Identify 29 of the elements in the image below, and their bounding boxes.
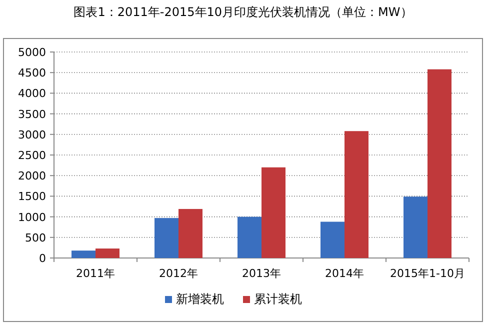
legend-label: 新增装机: [176, 292, 224, 306]
bar: [428, 69, 452, 258]
y-tick-label: 500: [25, 231, 46, 244]
y-tick-label: 5000: [18, 46, 46, 59]
x-tick-label: 2014年: [325, 267, 364, 280]
bar: [404, 196, 428, 258]
y-tick-label: 4000: [18, 87, 46, 100]
x-tick-label: 2012年: [159, 267, 198, 280]
y-tick-label: 1000: [18, 210, 46, 224]
x-tick-label: 2015年1-10月: [390, 267, 465, 280]
bar: [320, 222, 344, 258]
y-tick-label: 2500: [18, 149, 46, 162]
bar: [178, 208, 202, 258]
y-tick-label: 2000: [18, 170, 46, 183]
y-tick-label: 4500: [18, 66, 46, 80]
bar: [72, 250, 96, 258]
y-tick-label: 3500: [18, 108, 46, 121]
y-tick-label: 1500: [18, 190, 46, 204]
bar: [96, 248, 120, 258]
legend-label: 累计装机: [254, 292, 302, 306]
bar: [154, 218, 178, 258]
x-tick-label: 2011年: [76, 267, 115, 280]
y-tick-label: 0: [39, 252, 46, 265]
bar: [262, 167, 286, 258]
x-tick-label: 2013年: [242, 267, 281, 280]
bar: [238, 216, 262, 258]
bar: [344, 131, 368, 258]
y-tick-label: 3000: [18, 128, 46, 142]
chart-title: 图表1：2011年-2015年10月印度光伏装机情况（单位：MW）: [74, 5, 412, 19]
